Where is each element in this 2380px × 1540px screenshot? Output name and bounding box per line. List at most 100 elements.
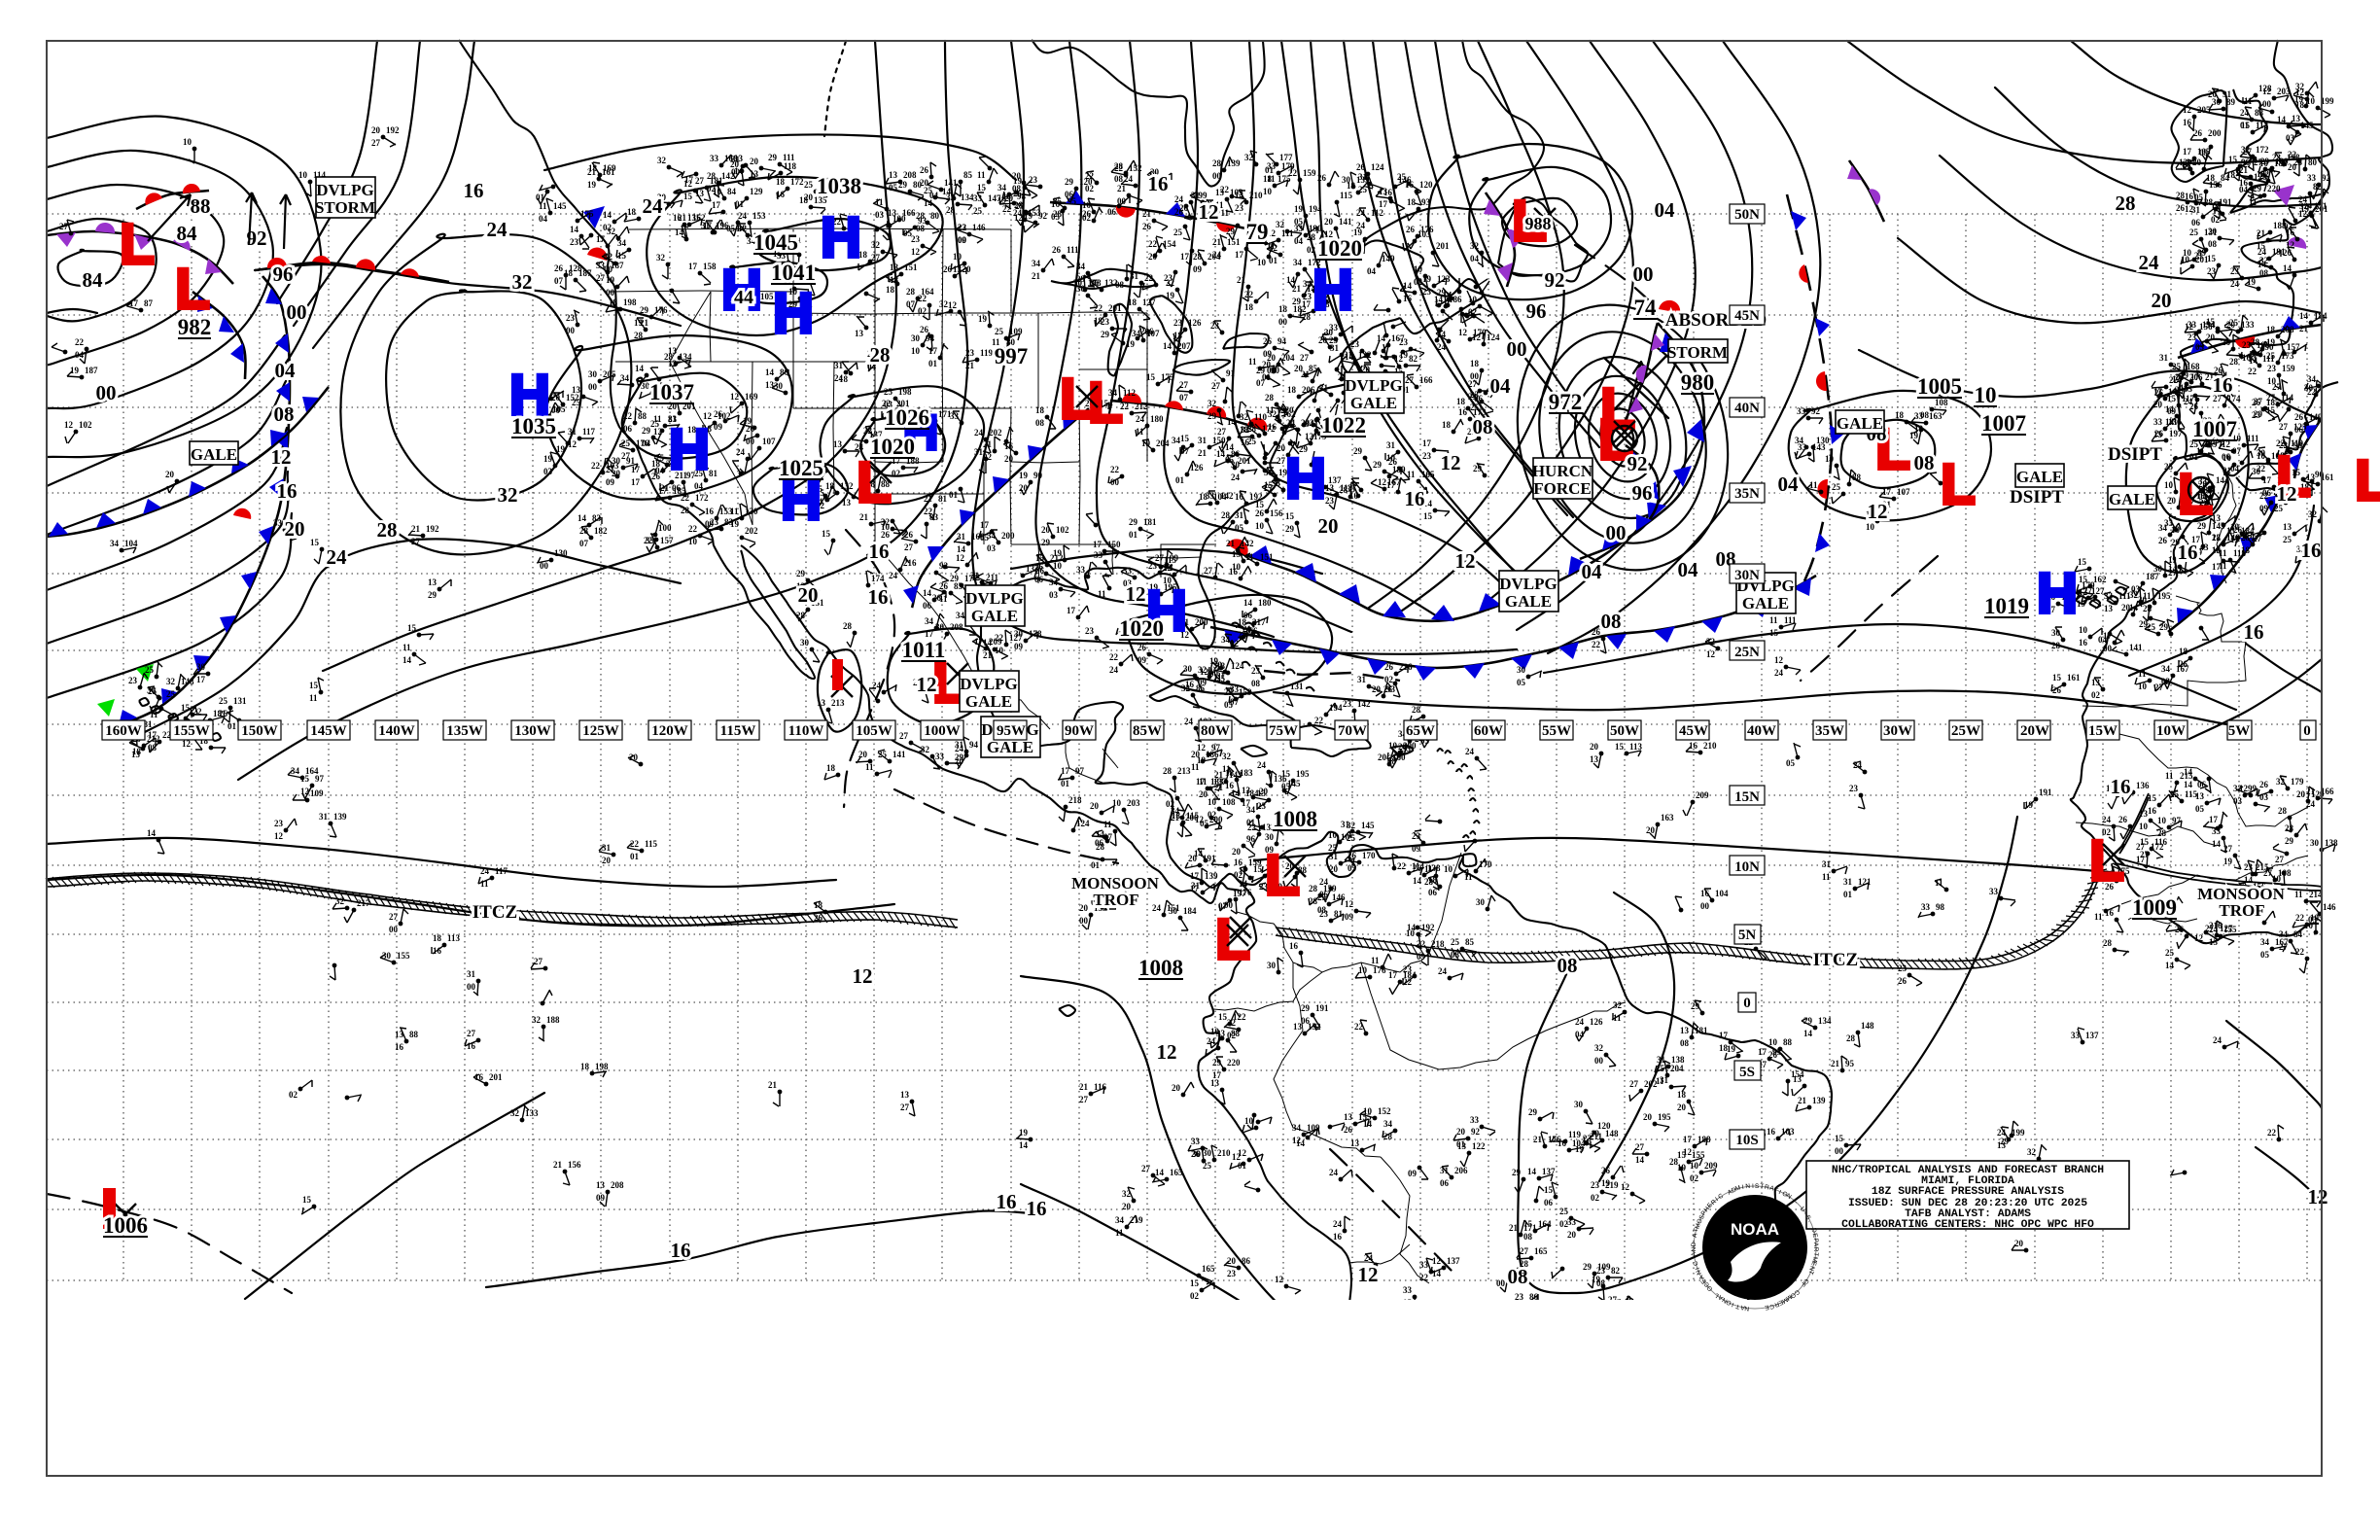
svg-text:108: 108 <box>1222 797 1236 807</box>
svg-text:15: 15 <box>302 1195 312 1205</box>
svg-text:12: 12 <box>1378 477 1387 487</box>
svg-text:01: 01 <box>1843 890 1853 899</box>
svg-text:08: 08 <box>1508 1265 1528 1288</box>
svg-text:88: 88 <box>2120 784 2130 793</box>
svg-text:32: 32 <box>335 896 345 906</box>
svg-text:04: 04 <box>2239 185 2249 194</box>
svg-text:14: 14 <box>1227 417 1237 427</box>
svg-text:136: 136 <box>1274 774 1287 784</box>
svg-text:12: 12 <box>568 439 578 449</box>
svg-text:15N: 15N <box>1734 789 1760 805</box>
svg-text:15: 15 <box>2148 793 2157 803</box>
svg-text:26: 26 <box>1034 562 1044 572</box>
svg-text:I: I <box>1731 1301 1734 1308</box>
svg-text:209: 209 <box>670 453 683 463</box>
svg-text:18: 18 <box>826 763 836 773</box>
svg-text:206: 206 <box>1454 1166 1468 1175</box>
svg-text:80: 80 <box>930 211 940 221</box>
svg-text:204: 204 <box>1670 1064 1684 1073</box>
svg-text:12: 12 <box>1432 1256 1442 1266</box>
svg-text:25: 25 <box>2229 318 2239 328</box>
svg-text:16: 16 <box>2213 373 2233 397</box>
svg-text:169: 169 <box>745 392 758 402</box>
svg-text:23: 23 <box>958 223 967 232</box>
svg-text:28: 28 <box>2103 938 2113 948</box>
svg-text:11: 11 <box>1115 893 1124 903</box>
svg-text:12: 12 <box>1345 899 1354 909</box>
svg-text:33: 33 <box>1076 565 1086 575</box>
svg-text:95: 95 <box>1845 1059 1855 1068</box>
svg-text:23: 23 <box>1422 451 1432 461</box>
svg-text:19: 19 <box>998 195 1007 205</box>
svg-text:24: 24 <box>1231 472 1241 482</box>
svg-text:32: 32 <box>1222 752 1232 761</box>
svg-text:13: 13 <box>1325 483 1335 493</box>
svg-text:113: 113 <box>1629 742 1643 752</box>
svg-text:N: N <box>1721 1296 1729 1305</box>
svg-text:10: 10 <box>1866 522 1875 532</box>
svg-text:31: 31 <box>1130 271 1139 281</box>
svg-text:26: 26 <box>2259 171 2269 181</box>
svg-text:17: 17 <box>1758 1047 1768 1057</box>
svg-text:00: 00 <box>1594 1056 1604 1066</box>
svg-text:08: 08 <box>2259 268 2269 278</box>
svg-text:10: 10 <box>298 170 308 180</box>
svg-text:L: L <box>120 213 154 276</box>
svg-text:127: 127 <box>2091 586 2105 596</box>
svg-text:31: 31 <box>602 843 612 853</box>
svg-text:15: 15 <box>2292 468 2301 477</box>
svg-text:12: 12 <box>2238 882 2248 892</box>
svg-text:13: 13 <box>2195 791 2205 801</box>
svg-text:18: 18 <box>433 933 442 943</box>
svg-text:08: 08 <box>1920 410 1930 420</box>
svg-text:25: 25 <box>2283 535 2292 544</box>
svg-text:22: 22 <box>1144 273 1154 283</box>
svg-text:154: 154 <box>1791 1069 1804 1079</box>
svg-text:22: 22 <box>832 217 842 227</box>
svg-text:142: 142 <box>1241 539 1254 548</box>
svg-text:34: 34 <box>2161 664 2171 674</box>
svg-text:04: 04 <box>1294 236 1304 246</box>
svg-text:18: 18 <box>776 177 786 187</box>
svg-text:11: 11 <box>1769 615 1778 625</box>
svg-text:00: 00 <box>746 437 755 446</box>
svg-text:34: 34 <box>620 373 630 383</box>
svg-text:133: 133 <box>2241 320 2255 330</box>
svg-text:120: 120 <box>1419 180 1433 190</box>
svg-text:32: 32 <box>1470 241 1480 251</box>
svg-text:162: 162 <box>692 213 706 223</box>
svg-text:20: 20 <box>804 192 814 202</box>
svg-text:12: 12 <box>2262 87 2272 96</box>
svg-text:02: 02 <box>1227 1031 1237 1040</box>
svg-text:14: 14 <box>1363 1119 1373 1129</box>
svg-text:124: 124 <box>1076 819 1090 828</box>
svg-text:14: 14 <box>1423 499 1433 508</box>
svg-text:01: 01 <box>1061 779 1070 788</box>
svg-text:19: 19 <box>1209 656 1219 666</box>
svg-text:27: 27 <box>2047 605 2056 614</box>
svg-text:19: 19 <box>1149 582 1159 592</box>
svg-text:28: 28 <box>2241 533 2251 542</box>
svg-text:117: 117 <box>495 866 508 876</box>
svg-text:84: 84 <box>83 268 104 292</box>
svg-text:21: 21 <box>606 465 615 474</box>
svg-text:23: 23 <box>1257 801 1267 811</box>
svg-text:09: 09 <box>2259 504 2269 513</box>
svg-text:1019: 1019 <box>1984 594 2029 618</box>
svg-text:24: 24 <box>643 194 664 218</box>
svg-text:05: 05 <box>1786 758 1796 768</box>
svg-text:16: 16 <box>1767 1127 1776 1137</box>
svg-text:H: H <box>821 206 861 269</box>
svg-text:02: 02 <box>1166 799 1175 809</box>
svg-text:29: 29 <box>1065 177 1074 187</box>
svg-text:28: 28 <box>707 171 717 181</box>
svg-text:15: 15 <box>1263 483 1273 493</box>
svg-text:155: 155 <box>2223 925 2237 934</box>
svg-text:18: 18 <box>2295 100 2305 110</box>
svg-text:19: 19 <box>587 180 597 190</box>
svg-text:192: 192 <box>1249 492 1263 502</box>
svg-text:26: 26 <box>1052 245 1062 255</box>
svg-text:22: 22 <box>1220 185 1230 194</box>
svg-text:34: 34 <box>110 539 120 548</box>
svg-text:06: 06 <box>1065 190 1074 199</box>
